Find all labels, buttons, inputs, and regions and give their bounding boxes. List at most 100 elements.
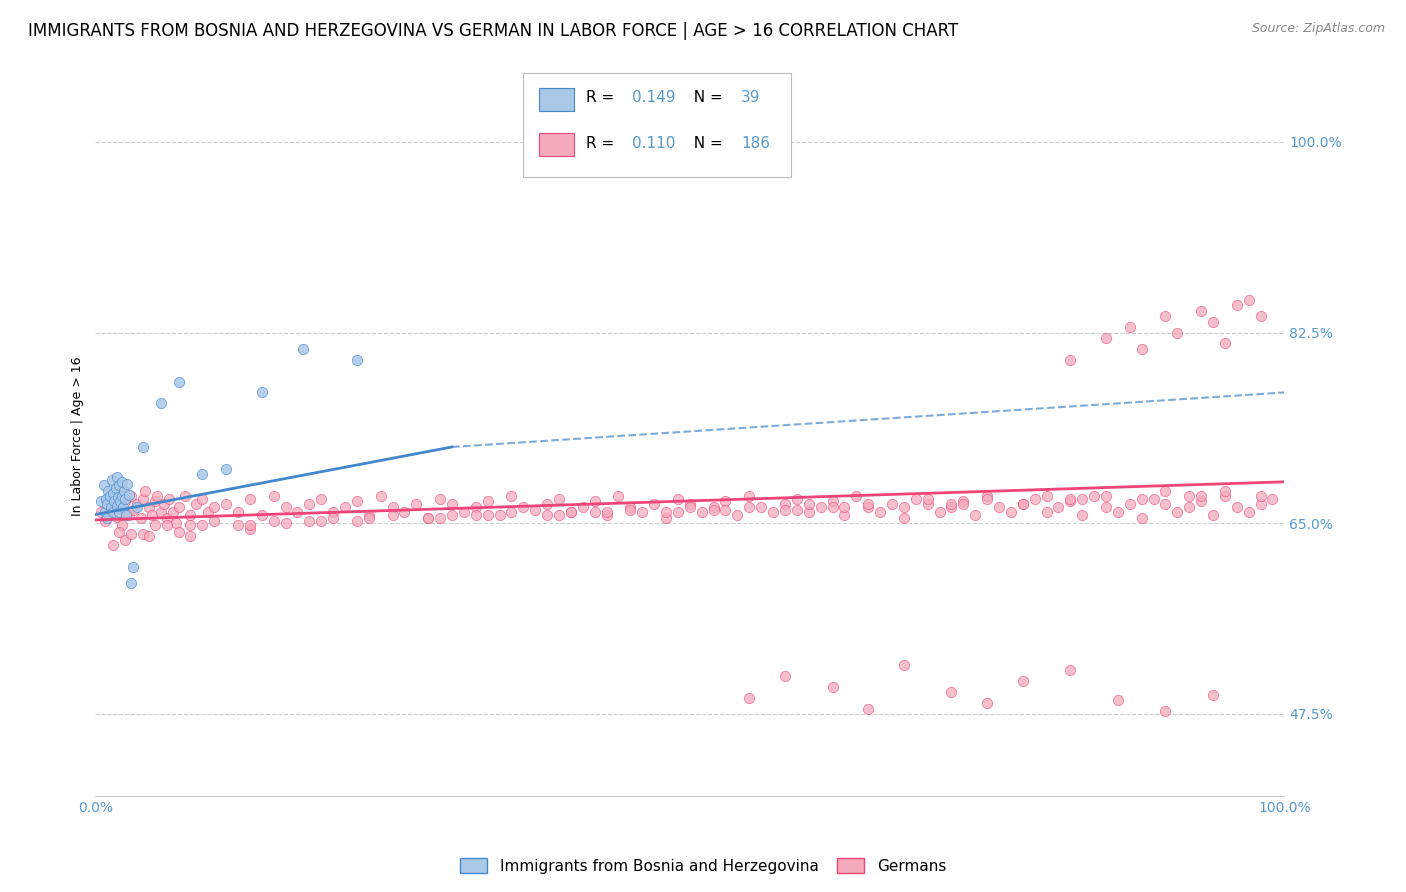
Point [117,488,139,502]
Point [125,500,148,514]
Point [738,489,761,503]
Point [941,685,963,699]
Point [1119,320,1142,334]
Point [869,505,891,519]
Point [156,518,179,533]
Point [1130,492,1153,507]
Point [333,500,356,514]
Point [595,508,617,522]
Point [162,505,184,519]
Point [548,508,571,522]
Point [1178,500,1201,514]
Point [917,497,939,511]
Point [1059,494,1081,508]
Point [97,483,120,498]
Point [1142,492,1164,507]
Point [1059,352,1081,367]
Point [309,514,332,528]
Point [1213,489,1236,503]
Point [1189,489,1212,503]
Point [856,497,879,511]
Point [560,505,582,519]
Point [108,478,131,492]
Point [292,342,315,356]
Point [941,500,963,514]
Point [1237,505,1260,519]
Point [96,497,118,511]
Point [143,494,166,508]
Point [1107,693,1129,707]
Point [117,477,139,491]
Point [167,524,190,539]
Point [215,497,238,511]
Text: R =: R = [586,90,620,105]
Point [856,500,879,514]
Point [90,505,112,519]
Point [107,490,129,504]
Point [643,497,665,511]
Point [952,494,974,508]
Point [157,492,180,507]
Point [738,690,761,705]
Point [965,508,987,522]
Point [346,514,368,528]
Point [880,497,903,511]
Point [115,508,138,522]
Point [773,669,796,683]
Point [110,489,132,503]
Text: R =: R = [586,136,620,151]
Point [112,483,135,498]
Point [1250,489,1272,503]
Point [441,508,464,522]
Point [631,505,654,519]
Point [810,500,832,514]
Point [110,494,132,508]
Point [1261,492,1284,507]
Point [405,497,427,511]
Point [429,492,451,507]
Point [690,505,713,519]
Point [143,518,166,533]
Point [1059,492,1081,507]
Point [239,522,262,536]
Point [595,505,617,519]
Point [298,497,321,511]
Point [146,489,169,503]
Point [1035,505,1057,519]
Point [477,508,499,522]
Point [101,473,124,487]
Point [1202,315,1225,329]
Point [90,494,112,508]
Point [120,527,142,541]
Point [488,508,510,522]
Point [167,375,190,389]
Text: 39: 39 [741,90,761,105]
Point [762,505,785,519]
Point [893,500,915,514]
Point [122,559,145,574]
Point [464,508,486,522]
Text: 0.149: 0.149 [631,90,675,105]
FancyBboxPatch shape [523,73,792,178]
Point [821,494,844,508]
Point [679,500,702,514]
Point [1226,298,1249,312]
Point [1035,489,1057,503]
Point [1011,497,1033,511]
Point [100,500,122,514]
Point [173,489,195,503]
Point [583,505,606,519]
Point [1154,309,1177,323]
Point [357,508,380,522]
FancyBboxPatch shape [538,133,575,156]
Point [122,503,145,517]
Point [263,514,285,528]
Point [110,475,132,489]
Point [1071,508,1094,522]
Point [191,467,214,482]
Point [453,505,475,519]
Point [202,500,225,514]
Point [1119,497,1142,511]
Point [111,500,134,514]
Point [117,508,139,522]
